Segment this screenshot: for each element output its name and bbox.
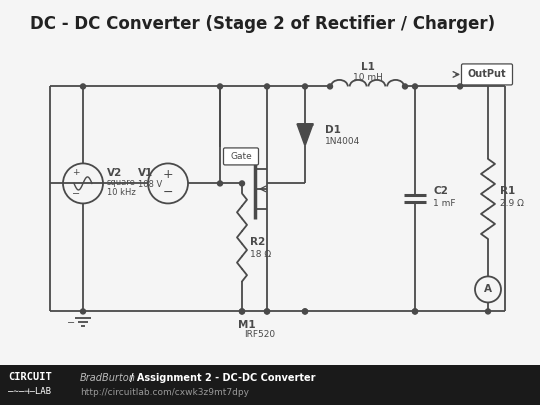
Text: / Assignment 2 - DC-DC Converter: / Assignment 2 - DC-DC Converter (130, 373, 315, 383)
Text: BradBurton: BradBurton (80, 373, 136, 383)
Text: —∼—⊣—LAB: —∼—⊣—LAB (8, 387, 51, 396)
Circle shape (80, 309, 85, 314)
Text: IRF520: IRF520 (245, 330, 275, 339)
Text: −: − (67, 318, 75, 328)
FancyBboxPatch shape (224, 148, 259, 165)
Text: M1: M1 (238, 320, 256, 330)
Circle shape (302, 84, 307, 89)
Circle shape (240, 309, 245, 314)
Text: square: square (107, 178, 136, 187)
Circle shape (413, 309, 417, 314)
Text: −: − (72, 190, 80, 199)
Text: DC - DC Converter (Stage 2 of Rectifier / Charger): DC - DC Converter (Stage 2 of Rectifier … (30, 15, 495, 33)
Circle shape (240, 181, 245, 186)
Text: V1: V1 (138, 168, 153, 179)
Text: +: + (163, 168, 173, 181)
Text: 1 mF: 1 mF (433, 199, 456, 209)
Circle shape (218, 84, 222, 89)
Text: OutPut: OutPut (468, 69, 507, 79)
Text: R1: R1 (500, 186, 515, 196)
Text: Gate: Gate (230, 152, 252, 161)
Circle shape (302, 309, 307, 314)
Circle shape (240, 309, 245, 314)
Circle shape (413, 84, 417, 89)
Text: 10 kHz: 10 kHz (107, 188, 136, 197)
Text: 108 V: 108 V (138, 180, 162, 189)
Circle shape (265, 309, 269, 314)
Text: C2: C2 (433, 186, 448, 196)
Text: 10 mH: 10 mH (353, 73, 382, 82)
Text: L1: L1 (361, 62, 374, 72)
Text: http://circuitlab.com/cxwk3z9mt7dpy: http://circuitlab.com/cxwk3z9mt7dpy (80, 388, 249, 396)
Circle shape (485, 309, 490, 314)
Text: CIRCUIT: CIRCUIT (8, 372, 52, 382)
Circle shape (80, 84, 85, 89)
Polygon shape (297, 124, 313, 146)
FancyBboxPatch shape (0, 365, 540, 405)
Circle shape (265, 84, 269, 89)
Text: 2.9 Ω: 2.9 Ω (500, 199, 524, 209)
Text: −: − (163, 186, 173, 199)
Text: V2: V2 (107, 168, 122, 179)
Text: 18 Ω: 18 Ω (250, 250, 271, 259)
Text: 1N4004: 1N4004 (325, 137, 360, 147)
Circle shape (327, 84, 333, 89)
Circle shape (402, 84, 408, 89)
Text: D1: D1 (325, 125, 341, 135)
Circle shape (413, 309, 417, 314)
Circle shape (265, 309, 269, 314)
Circle shape (218, 181, 222, 186)
Text: +: + (72, 168, 80, 177)
FancyBboxPatch shape (462, 64, 512, 85)
Text: A: A (484, 284, 492, 294)
Text: R2: R2 (250, 237, 265, 247)
Circle shape (302, 309, 307, 314)
Circle shape (457, 84, 462, 89)
